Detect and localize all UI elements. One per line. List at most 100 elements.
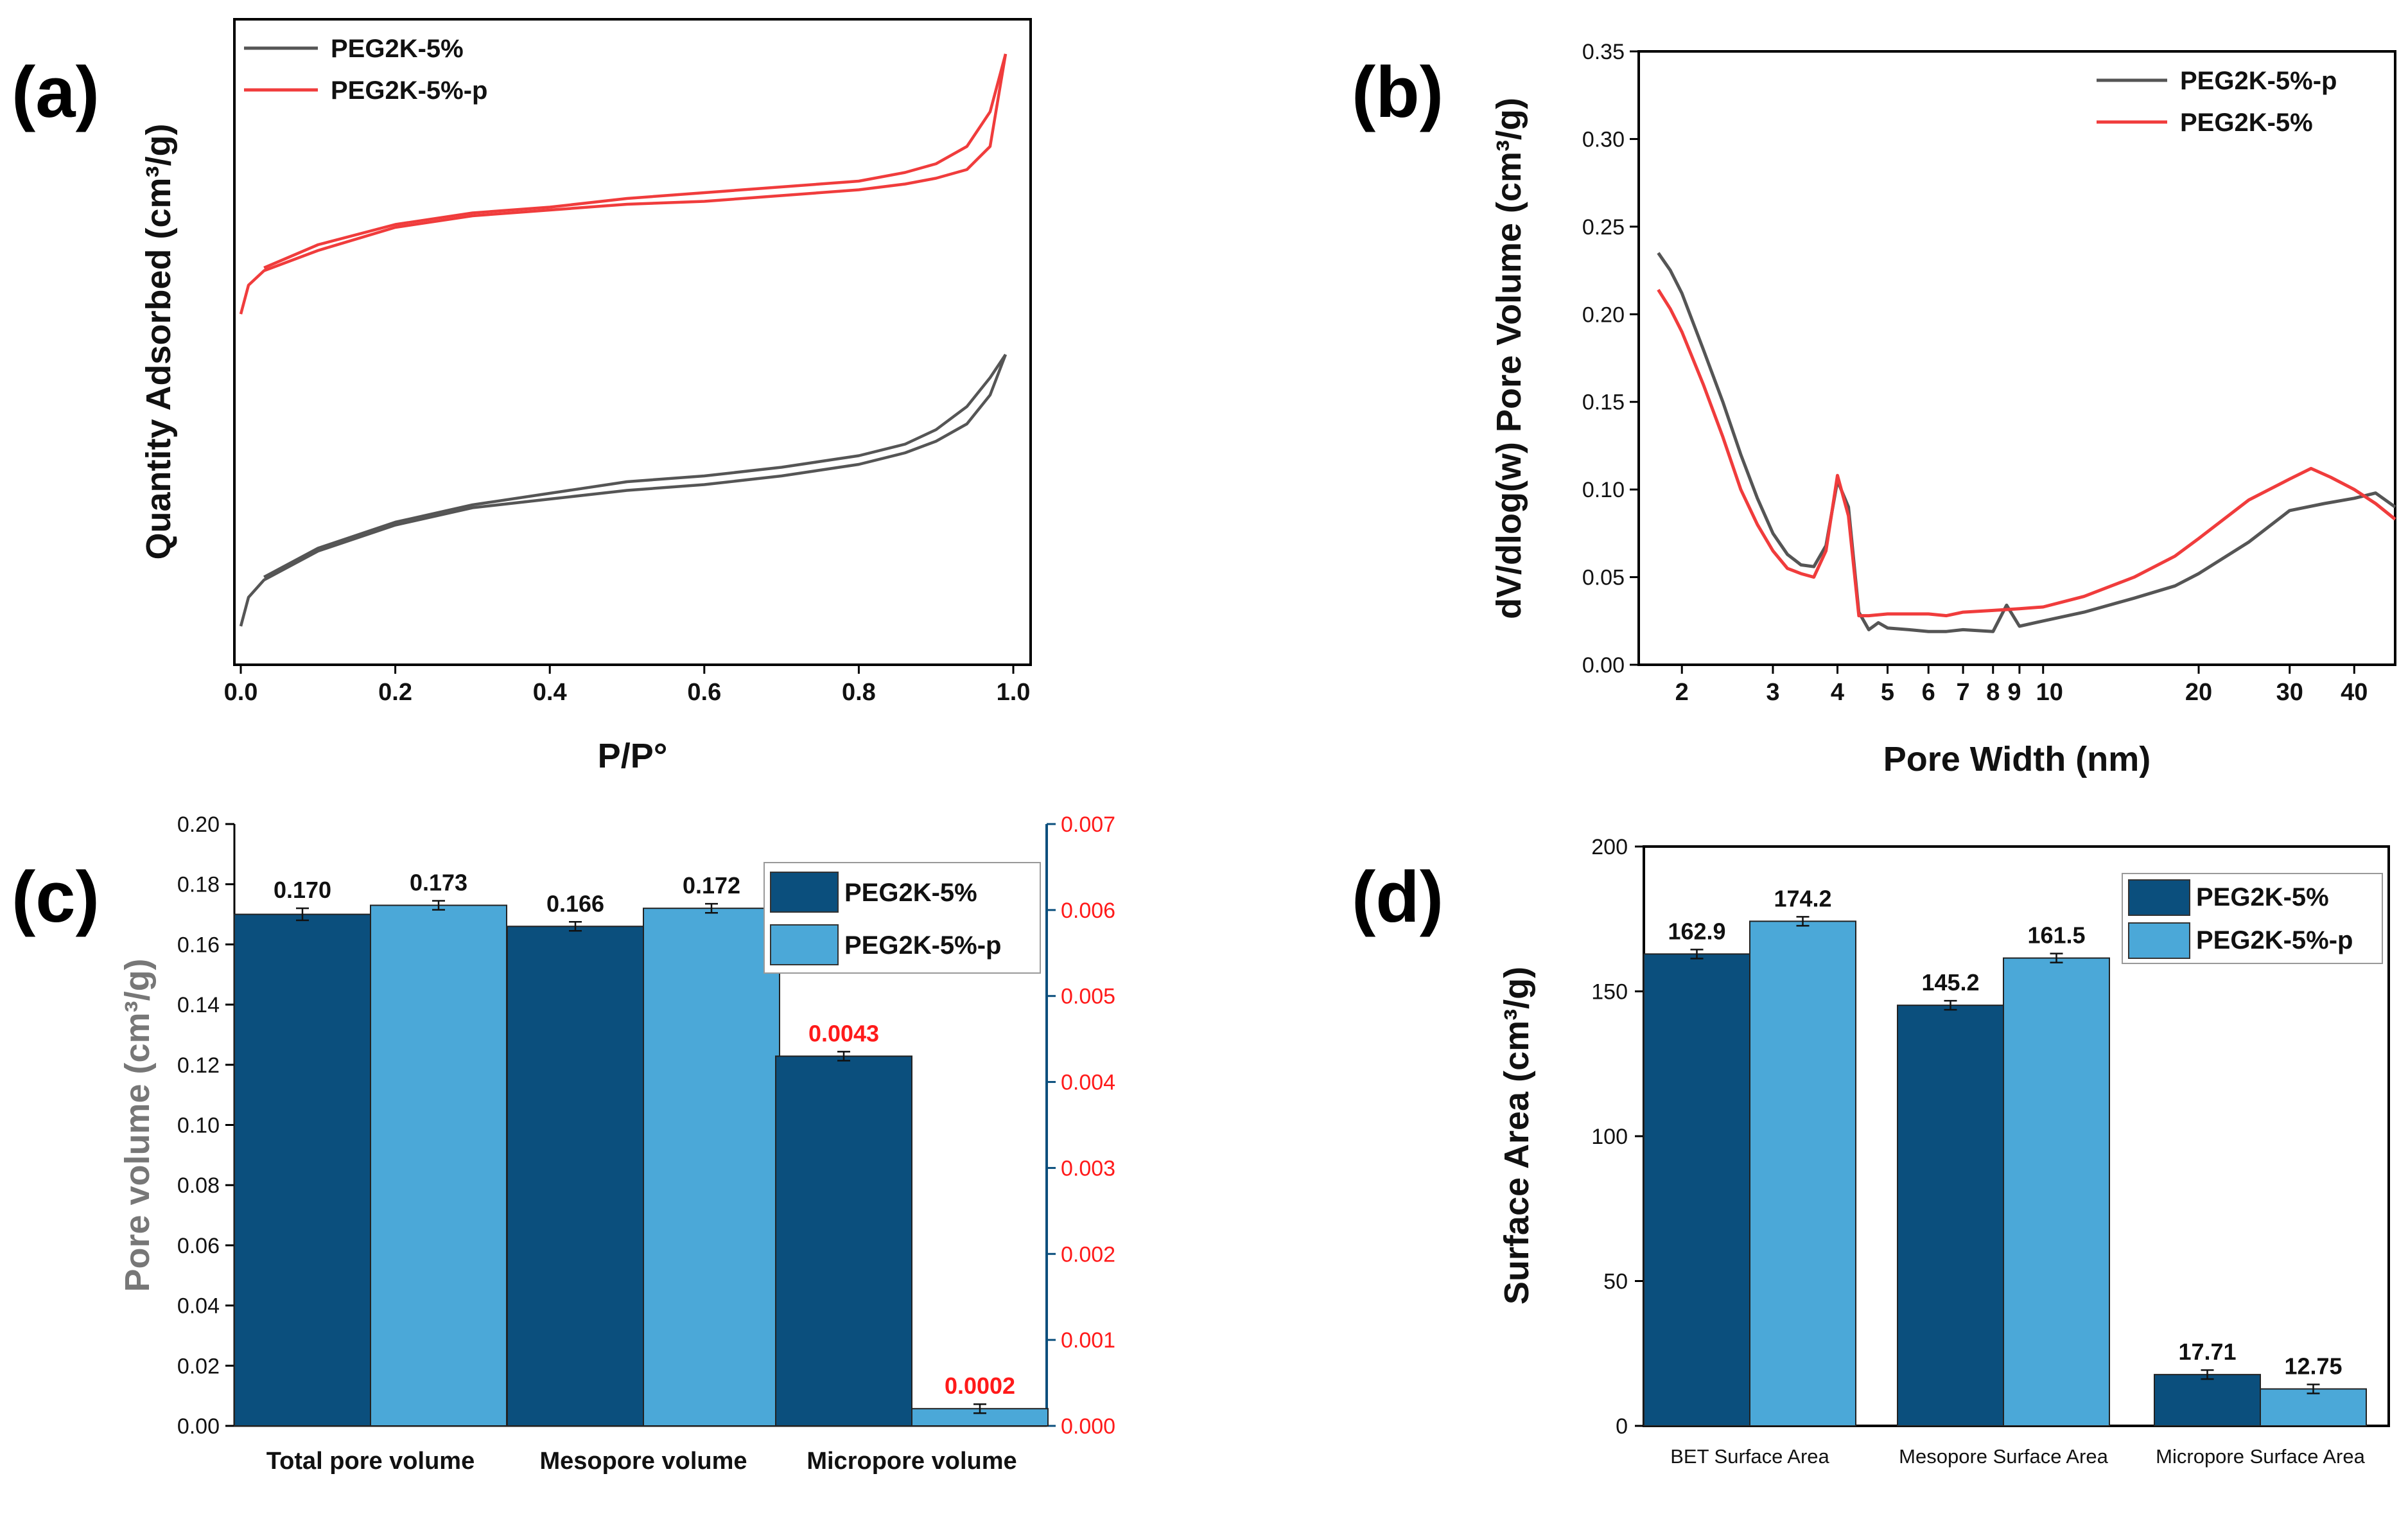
panel-d-ytick-label: 0 xyxy=(1616,1414,1628,1439)
panel-d-bar-2-2 xyxy=(2003,957,2110,1427)
panel-a-xtick-label: 1.0 xyxy=(997,679,1031,706)
panel-b-ytick-label: 0.05 xyxy=(1582,566,1625,590)
panel-b-frame xyxy=(1637,50,2396,666)
panel-b-xtick-label: 8 xyxy=(1986,679,2000,706)
panel-d-ytick-label: 200 xyxy=(1591,835,1628,859)
panel-d-category-label: Micropore Surface Area xyxy=(2156,1445,2365,1468)
panel-a-series-1-desorption-line xyxy=(263,353,1007,579)
panel-b-pore-distribution-chart: dV/dlog(w) Pore Volume (cm³/g) Pore Widt… xyxy=(1490,40,2396,778)
panel-c-category-label: Micropore volume xyxy=(807,1448,1016,1475)
panel-d-bar-1-3 xyxy=(2154,1374,2261,1427)
panel-c-y2tick-label: 0.005 xyxy=(1061,985,1115,1009)
panel-d-data-label: 162.9 xyxy=(1668,918,1725,944)
panel-d-bar-1-1 xyxy=(1643,953,1750,1427)
panel-b-xtick-label: 5 xyxy=(1881,679,1894,706)
panel-d-bar-2-3 xyxy=(2260,1388,2367,1427)
panel-c-ytick-label: 0.02 xyxy=(177,1354,220,1378)
panel-c-data-label: 0.173 xyxy=(410,869,467,895)
panel-b-ytick-label: 0.00 xyxy=(1582,653,1625,678)
panel-a-series-2-adsorption-line xyxy=(239,53,1008,315)
panel-label-c: (c) xyxy=(12,857,100,937)
panel-c-bar-1-2 xyxy=(507,926,644,1427)
panel-c-y2tick-label: 0.003 xyxy=(1061,1156,1115,1181)
panel-a-frame xyxy=(233,18,1032,666)
panel-a-legend-label-2: PEG2K-5%-p xyxy=(331,76,488,105)
panel-b-ytick-label: 0.25 xyxy=(1582,215,1625,240)
panel-c-y2tick-label: 0.001 xyxy=(1061,1328,1115,1353)
panel-b-xtick-label: 9 xyxy=(2007,679,2021,706)
panel-d-legend-swatch-2 xyxy=(2128,922,2190,959)
panel-b-xtick-label: 10 xyxy=(2036,679,2063,706)
panel-c-ytick-label: 0.00 xyxy=(177,1414,220,1439)
panel-c-ylabel: Pore volume (cm³/g) xyxy=(118,958,157,1292)
panel-b-legend-label-1: PEG2K-5%-p xyxy=(2180,67,2337,95)
panel-d-ytick-label: 50 xyxy=(1603,1270,1628,1294)
panel-b-series-2-line xyxy=(1657,288,2396,618)
panel-a-xtick-label: 0.4 xyxy=(533,679,567,706)
panel-d-data-label: 17.71 xyxy=(2178,1339,2236,1365)
panel-d-bar-1-2 xyxy=(1897,1005,2004,1427)
panel-c-ytick-label: 0.10 xyxy=(177,1114,220,1138)
panel-c-pore-volume-chart: Pore volume (cm³/g) 0.00 0.02 0.04 0.06 0.08… xyxy=(118,812,1115,1475)
panel-c-data-label: 0.166 xyxy=(546,890,604,917)
panel-b-xtick-label: 6 xyxy=(1922,679,1935,706)
panel-b-xtick-label: 20 xyxy=(2185,679,2212,706)
panel-a-xtick-label: 0.2 xyxy=(378,679,412,706)
panel-b-ytick-label: 0.20 xyxy=(1582,303,1625,327)
panel-c-ytick-label: 0.08 xyxy=(177,1173,220,1198)
panel-c-y2tick-label: 0.006 xyxy=(1061,899,1115,923)
panel-d-category-label: Mesopore Surface Area xyxy=(1899,1445,2108,1468)
panel-a-xtick-label: 0.8 xyxy=(842,679,876,706)
panel-d-legend-swatch-1 xyxy=(2128,879,2190,916)
panel-d-ytick-label: 150 xyxy=(1591,980,1628,1005)
panel-c-ytick-label: 0.06 xyxy=(177,1234,220,1258)
panel-b-ylabel: dV/dlog(w) Pore Volume (cm³/g) xyxy=(1490,98,1528,619)
panel-c-ytick-label: 0.20 xyxy=(177,812,220,837)
panel-c-data-label: 0.0043 xyxy=(808,1020,879,1046)
panel-c-bar-1-1 xyxy=(234,913,371,1427)
panel-d-ylabel: Surface Area (cm³/g) xyxy=(1497,967,1536,1304)
panel-c-legend-label-1: PEG2K-5% xyxy=(844,879,977,907)
panel-c-bar-1-3 xyxy=(775,1055,912,1427)
panel-d-bar-2-1 xyxy=(1749,920,1856,1427)
panel-a-isotherm-chart: Quantity Adsorbed (cm³/g) P/P° 0.0 0.2 0.4… xyxy=(139,18,1032,775)
panel-b-xtick-label: 7 xyxy=(1957,679,1970,706)
panel-a-xlabel: P/P° xyxy=(598,737,668,775)
panel-b-series-1-line xyxy=(1657,252,2396,633)
panel-c-legend-swatch-2 xyxy=(770,924,839,965)
panel-a-ylabel: Quantity Adsorbed (cm³/g) xyxy=(139,123,178,559)
panel-d-legend-label-2: PEG2K-5%-p xyxy=(2196,926,2353,954)
panel-c-ytick-label: 0.12 xyxy=(177,1053,220,1078)
panel-c-bar-2-2 xyxy=(643,908,780,1427)
panel-d-category-label: BET Surface Area xyxy=(1670,1445,1829,1468)
panel-c-y2tick-label: 0.000 xyxy=(1061,1414,1115,1439)
panel-label-b: (b) xyxy=(1352,52,1444,132)
panel-c-data-label: 0.0002 xyxy=(945,1373,1015,1399)
panel-c-category-label: Total pore volume xyxy=(266,1448,475,1475)
panel-c-data-label: 0.172 xyxy=(683,872,740,899)
panel-b-ytick-label: 0.10 xyxy=(1582,478,1625,502)
panel-a-series-2-desorption-line xyxy=(263,53,1008,270)
panel-c-y2tick-label: 0.004 xyxy=(1061,1071,1115,1095)
panel-b-ytick-label: 0.35 xyxy=(1582,40,1625,64)
panel-c-ytick-label: 0.16 xyxy=(177,933,220,957)
panel-d-data-label: 12.75 xyxy=(2284,1353,2342,1379)
panel-label-a: (a) xyxy=(12,52,100,132)
panel-c-y2tick-label: 0.007 xyxy=(1061,812,1115,837)
panel-b-xtick-label: 30 xyxy=(2276,679,2303,706)
panel-c-data-label: 0.170 xyxy=(274,877,331,903)
panel-d-data-label: 145.2 xyxy=(1921,969,1979,996)
panel-c-bar-2-1 xyxy=(370,904,507,1427)
panel-d-legend-label-1: PEG2K-5% xyxy=(2196,883,2329,911)
panel-a-series-1-adsorption-line xyxy=(239,354,1008,627)
panel-b-xtick-label: 40 xyxy=(2341,679,2368,706)
panel-c-category-label: Mesopore volume xyxy=(539,1448,747,1475)
panel-b-ytick-label: 0.30 xyxy=(1582,127,1625,152)
panel-d-ytick-label: 100 xyxy=(1591,1125,1628,1149)
panel-c-ytick-label: 0.14 xyxy=(177,993,220,1017)
panel-a-xtick-label: 0.0 xyxy=(224,679,258,706)
panel-a-xtick-label: 0.6 xyxy=(687,679,721,706)
panel-c-legend-label-2: PEG2K-5%-p xyxy=(844,931,1002,960)
panel-c-ytick-label: 0.04 xyxy=(177,1294,220,1319)
